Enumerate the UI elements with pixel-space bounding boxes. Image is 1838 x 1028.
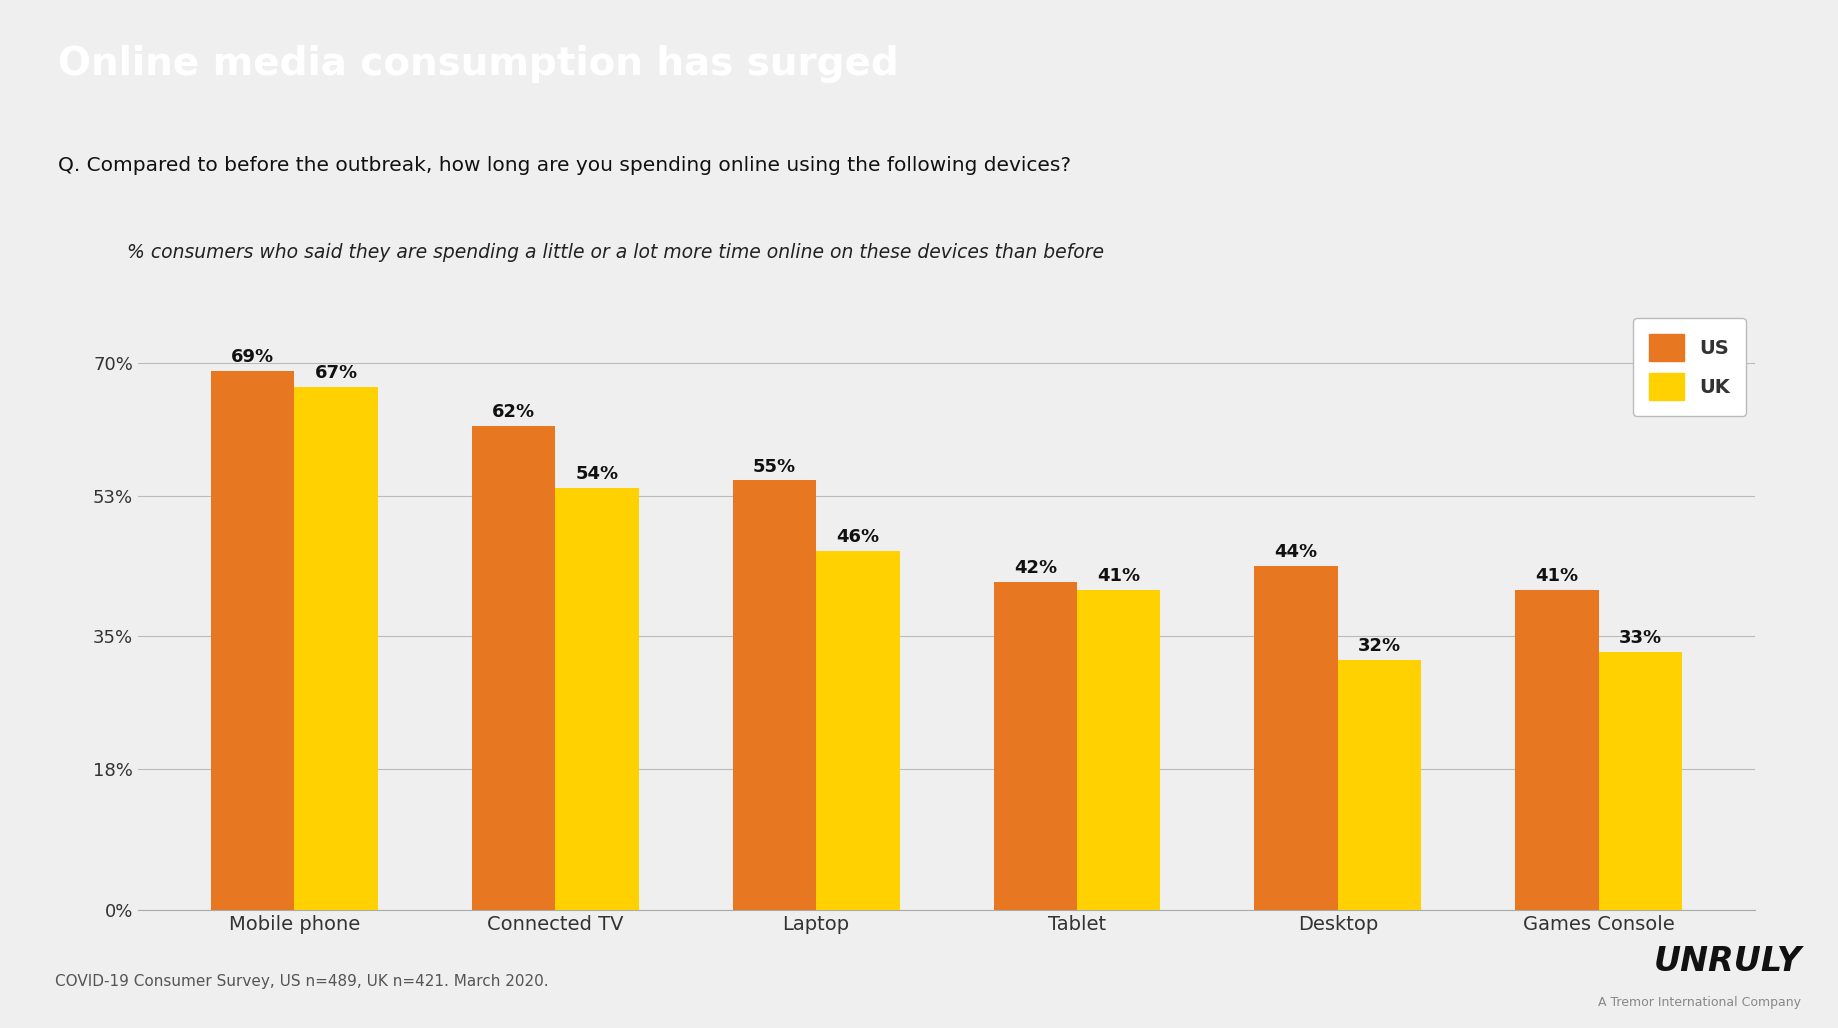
Bar bbox=[733, 480, 816, 910]
Text: 32%: 32% bbox=[1358, 637, 1401, 655]
Text: UNRULY: UNRULY bbox=[1652, 946, 1801, 979]
Text: COVID-19 Consumer Survey, US n=489, UK n=421. March 2020.: COVID-19 Consumer Survey, US n=489, UK n… bbox=[55, 975, 550, 989]
Legend: US, UK: US, UK bbox=[1634, 318, 1746, 416]
Bar bbox=[1338, 660, 1421, 910]
Text: 33%: 33% bbox=[1619, 629, 1662, 648]
Text: 41%: 41% bbox=[1097, 566, 1140, 585]
Text: 46%: 46% bbox=[836, 527, 879, 546]
Text: Online media consumption has surged: Online media consumption has surged bbox=[57, 45, 899, 83]
Text: Q. Compared to before the outbreak, how long are you spending online using the f: Q. Compared to before the outbreak, how … bbox=[59, 156, 1072, 175]
Text: 69%: 69% bbox=[232, 348, 274, 366]
Bar bbox=[294, 387, 379, 910]
Text: 42%: 42% bbox=[1015, 559, 1057, 577]
Bar bbox=[1077, 590, 1160, 910]
Text: 62%: 62% bbox=[493, 403, 535, 420]
Bar bbox=[472, 426, 555, 910]
Bar bbox=[816, 551, 899, 910]
Text: A Tremor International Company: A Tremor International Company bbox=[1599, 996, 1801, 1009]
Text: 67%: 67% bbox=[314, 364, 358, 381]
Text: 54%: 54% bbox=[575, 466, 619, 483]
Bar bbox=[1254, 566, 1338, 910]
Text: 44%: 44% bbox=[1274, 544, 1318, 561]
Bar bbox=[994, 582, 1077, 910]
Bar bbox=[1515, 590, 1599, 910]
Bar bbox=[211, 371, 294, 910]
Text: 41%: 41% bbox=[1535, 566, 1579, 585]
Bar bbox=[555, 488, 640, 910]
Text: % consumers who said they are spending a little or a lot more time online on the: % consumers who said they are spending a… bbox=[127, 244, 1105, 262]
Text: 55%: 55% bbox=[754, 457, 796, 476]
Bar bbox=[1599, 652, 1682, 910]
